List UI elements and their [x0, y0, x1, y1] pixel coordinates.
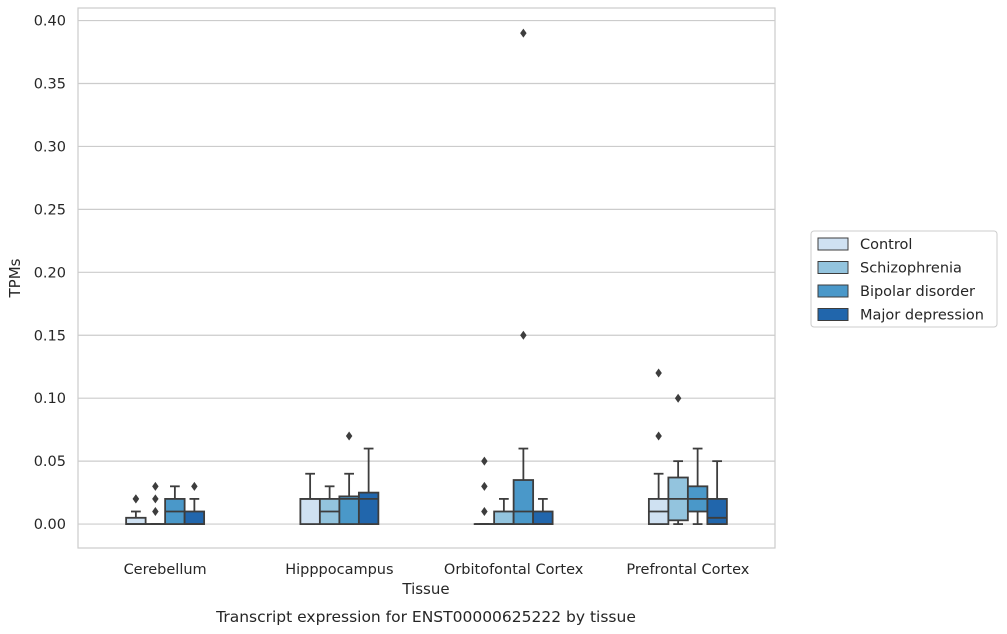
box-iqr [512, 479, 535, 525]
box-schizophrenia [318, 485, 341, 525]
box-schizophrenia [667, 393, 689, 525]
box-control [473, 456, 496, 525]
x-tick-label: Cerebellum [124, 562, 207, 578]
outlier-point [520, 28, 527, 38]
box-iqr [299, 498, 321, 525]
y-axis-label: TPMs [6, 258, 24, 298]
outlier-point [132, 494, 140, 504]
box-bipolar-disorder [686, 447, 709, 525]
y-tick-label: 0.30 [34, 139, 66, 155]
legend-swatch [817, 261, 849, 274]
gridlines [78, 19, 775, 525]
x-axis-label: Tissue [401, 580, 449, 598]
box-control [125, 494, 147, 525]
outlier-point [481, 481, 488, 491]
box-bipolar-disorder [512, 28, 535, 525]
box-group [473, 28, 554, 525]
box-group [299, 431, 380, 525]
box-major-depression [706, 460, 728, 525]
y-tick-label: 0.00 [34, 517, 66, 533]
legend-swatch [817, 284, 849, 298]
x-tick-label: Orbitofontal Cortex [444, 562, 584, 578]
x-tick-label: Prefrontal Cortex [626, 562, 749, 578]
box-iqr [338, 495, 360, 525]
outlier-point [152, 481, 159, 491]
outlier-point [655, 368, 662, 378]
box-iqr [183, 510, 206, 525]
outlier-point [481, 456, 488, 466]
y-tick-label: 0.20 [34, 265, 66, 281]
outlier-point [655, 431, 662, 441]
outlier-point [520, 330, 527, 340]
x-tick-label: Hipppocampus [285, 562, 393, 578]
y-tick-label: 0.05 [34, 454, 66, 470]
box-iqr [706, 498, 728, 525]
legend-label: Schizophrenia [860, 261, 962, 277]
legend-label: Control [860, 237, 912, 253]
box-major-depression [357, 447, 380, 525]
outlier-point [191, 481, 198, 491]
legend-swatch [817, 237, 849, 251]
plot-area [78, 8, 775, 548]
outlier-point [674, 393, 682, 403]
box-group [125, 481, 206, 525]
x-tick-labels: Cerebellum Hipppocampus Orbitofontal Corte… [124, 562, 750, 578]
box-iqr [532, 510, 554, 525]
y-tick-label: 0.25 [34, 202, 66, 218]
chart-title: Transcript expression for ENST0000062522… [215, 608, 636, 626]
outlier-point [152, 506, 159, 516]
legend-frame [810, 230, 998, 328]
box-major-depression [532, 498, 554, 525]
box-iqr [493, 510, 515, 525]
box-groups [125, 28, 728, 525]
legend-swatch [817, 308, 849, 321]
y-tick-labels: 0.00 0.05 0.10 0.15 0.20 0.25 0.30 0.35 0.40 [34, 14, 66, 533]
y-tick-label: 0.35 [34, 77, 66, 93]
box-group [647, 368, 728, 525]
outlier-point [152, 494, 159, 504]
y-tick-label: 0.40 [34, 14, 66, 30]
y-tick-label: 0.10 [34, 391, 66, 407]
legend-label: Major depression [860, 308, 984, 324]
box-iqr [125, 516, 147, 525]
outlier-point [481, 506, 488, 516]
box-iqr [357, 491, 380, 525]
outlier-point [345, 431, 353, 441]
plot-frame [77, 7, 776, 549]
box-schizophrenia [144, 481, 167, 525]
legend-label: Bipolar disorder [860, 284, 975, 300]
box-major-depression [183, 481, 206, 525]
y-tick-label: 0.15 [34, 328, 66, 344]
legend: Control Schizophrenia Bipolar disorder Majo… [810, 230, 998, 328]
